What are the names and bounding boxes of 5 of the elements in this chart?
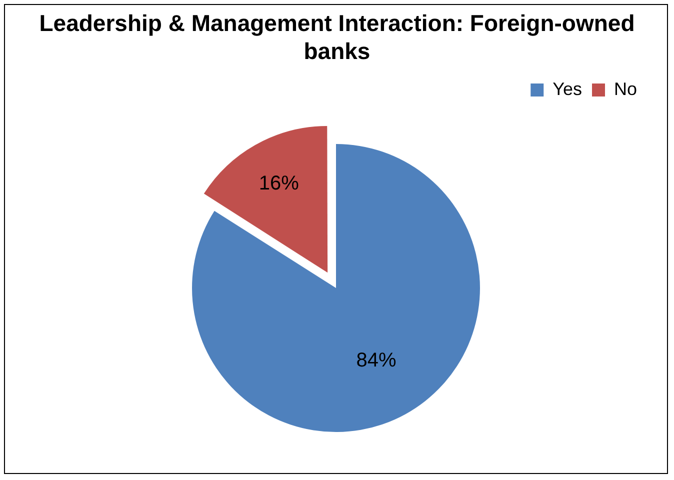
data-label: 16%	[258, 172, 300, 195]
legend-label: No	[614, 78, 638, 99]
chart-title: Leadership & Management Interaction: Foreign-owned banks	[38, 9, 636, 65]
legend-label: Yes	[552, 78, 582, 99]
data-label: 84%	[356, 350, 396, 372]
